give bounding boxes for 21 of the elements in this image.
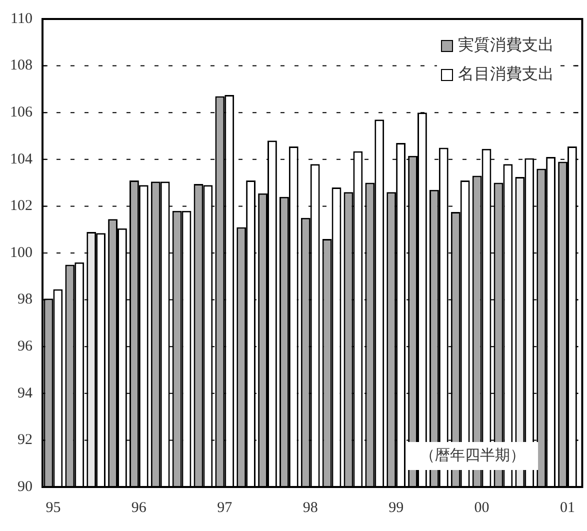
x-tick-label: 95 <box>46 500 61 516</box>
y-tick-label: 106 <box>10 104 33 121</box>
x-tick-label: 00 <box>474 500 490 516</box>
x-tick-label: 96 <box>131 500 147 516</box>
y-tick-label: 100 <box>10 244 32 261</box>
annotation: （暦年四半期） <box>420 446 525 464</box>
x-tick-label: 98 <box>302 500 318 516</box>
x-tick-label: 01 <box>560 500 575 516</box>
y-tick-label: 102 <box>10 198 32 214</box>
x-tick-label: 99 <box>388 500 404 516</box>
y-tick-label: 96 <box>18 338 33 355</box>
y-tick-label: 110 <box>10 10 32 27</box>
y-tick-label: 92 <box>18 432 32 448</box>
y-tick-label: 108 <box>10 58 32 74</box>
y-tick-label: 94 <box>18 385 33 402</box>
text: 名目消費支出 <box>458 66 554 83</box>
y-tick-label: 104 <box>10 151 33 168</box>
legend-label: 実質消費支出 <box>458 37 554 54</box>
x-tick-label: 97 <box>217 500 233 516</box>
y-tick-label: 90 <box>18 478 32 495</box>
y-tick-label: 98 <box>18 292 32 308</box>
